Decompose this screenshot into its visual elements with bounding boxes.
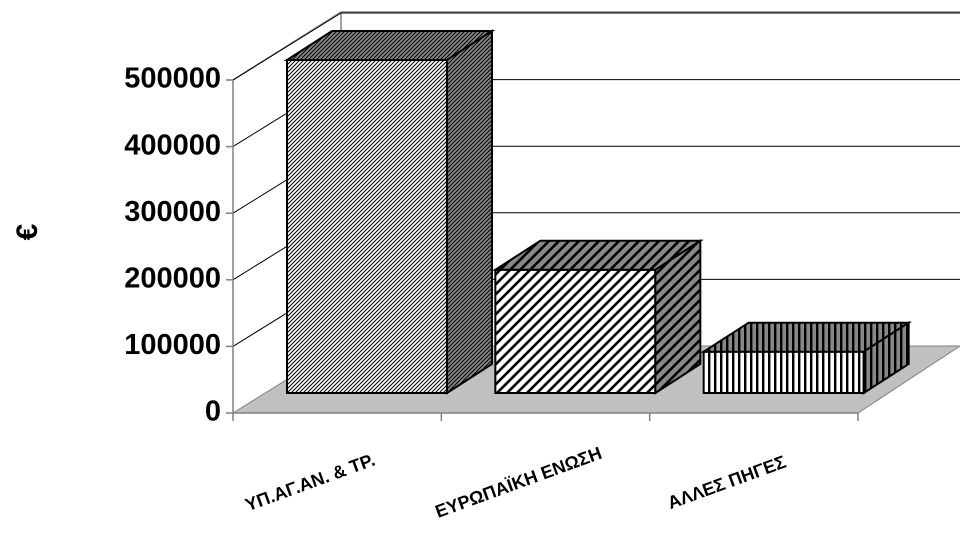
gridline-side [232, 12, 342, 81]
bar-side-face [862, 320, 910, 395]
category-labels: ΥΠ.ΑΓ.ΑΝ. & ΤΡ. ΕΥΡΩΠΑΪΚΗ ΕΝΩΣΗ ΑΛΛΕΣ ΠΗΓΕ… [243, 443, 789, 522]
category-label: ΕΥΡΩΠΑΪΚΗ ΕΝΩΣΗ [432, 443, 604, 522]
y-tick-label: 500000 [124, 63, 221, 95]
x-ticks [232, 413, 859, 421]
bar-side-face [446, 29, 493, 395]
category-label: ΑΛΛΕΣ ΠΗΓΕΣ [665, 452, 789, 513]
bar [700, 320, 913, 395]
y-tick-label: 400000 [124, 129, 221, 161]
y-tick-label: 200000 [124, 262, 221, 294]
bar-front-face [286, 59, 448, 394]
bar [491, 238, 704, 395]
bar-side-face [654, 238, 702, 395]
category-label: ΥΠ.ΑΓ.ΑΝ. & ΤΡ. [243, 450, 378, 515]
bar [283, 29, 496, 395]
y-tick-label: 300000 [124, 196, 221, 228]
y-tick-label: 0 [205, 396, 221, 428]
bar-front-face [494, 268, 657, 395]
y-ticks: 0 100000 200000 300000 400000 500000 [124, 63, 233, 428]
y-tick-label: 100000 [124, 329, 221, 361]
bars [283, 29, 913, 395]
bar-front-face [702, 350, 865, 395]
y-axis-label: € [11, 223, 44, 240]
